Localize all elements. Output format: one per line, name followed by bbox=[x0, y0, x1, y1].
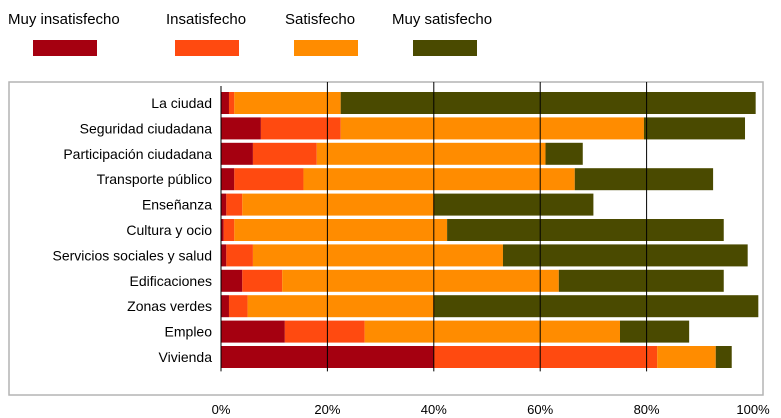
legend-label-insatisfecho: Insatisfecho bbox=[166, 11, 246, 28]
x-tick-60: 60% bbox=[527, 402, 553, 417]
bar-transporte-publico-insatisfecho bbox=[234, 168, 304, 191]
category-label-la-ciudad: La ciudad bbox=[151, 95, 212, 111]
category-label-edificaciones: Edificaciones bbox=[130, 273, 213, 289]
category-label-transporte-publico: Transporte público bbox=[97, 171, 213, 187]
legend-label-muy-satisfecho: Muy satisfecho bbox=[392, 11, 492, 28]
bar-edificaciones-muy-insatisfecho bbox=[221, 269, 243, 292]
x-tick-40: 40% bbox=[421, 402, 447, 417]
bar-ensenanza-muy-satisfecho bbox=[433, 193, 594, 216]
bar-cultura-y-ocio-insatisfecho bbox=[223, 219, 235, 241]
bar-empleo-muy-insatisfecho bbox=[221, 320, 285, 343]
bar-zonas-verdes-muy-insatisfecho bbox=[221, 295, 229, 318]
bar-servicios-sociales-y-salud-muy-satisfecho bbox=[502, 244, 748, 267]
bars bbox=[221, 92, 759, 368]
bar-la-ciudad-muy-satisfecho bbox=[340, 92, 756, 114]
category-label-seguridad-ciudadana: Seguridad ciudadana bbox=[80, 120, 213, 136]
legend-label-satisfecho: Satisfecho bbox=[285, 11, 355, 28]
bar-seguridad-ciudadana-insatisfecho bbox=[260, 117, 341, 140]
category-label-cultura-y-ocio: Cultura y ocio bbox=[126, 222, 212, 238]
bar-zonas-verdes-insatisfecho bbox=[228, 295, 248, 318]
bar-zonas-verdes-muy-satisfecho bbox=[433, 295, 759, 318]
bar-servicios-sociales-y-salud-insatisfecho bbox=[226, 244, 253, 267]
bar-empleo-insatisfecho bbox=[284, 320, 365, 343]
bar-transporte-publico-satisfecho bbox=[303, 168, 575, 191]
legend-swatch-muy-satisfecho bbox=[413, 40, 477, 56]
x-tick-100: 100% bbox=[736, 402, 770, 417]
bar-empleo-muy-satisfecho bbox=[620, 320, 690, 343]
bar-la-ciudad-insatisfecho bbox=[228, 92, 235, 114]
bar-servicios-sociales-y-salud-muy-insatisfecho bbox=[221, 244, 227, 267]
bar-servicios-sociales-y-salud-satisfecho bbox=[252, 244, 503, 267]
bar-seguridad-ciudadana-satisfecho bbox=[340, 117, 644, 140]
bar-cultura-y-ocio-muy-satisfecho bbox=[447, 219, 724, 241]
bar-ensenanza-insatisfecho bbox=[226, 193, 243, 216]
bar-edificaciones-satisfecho bbox=[282, 269, 559, 292]
bar-participacion-ciudadana-insatisfecho bbox=[252, 142, 317, 165]
gridlines bbox=[220, 82, 648, 372]
legend-swatch-muy-insatisfecho bbox=[33, 40, 97, 56]
bar-ensenanza-muy-insatisfecho bbox=[221, 193, 227, 216]
bar-ensenanza-satisfecho bbox=[242, 193, 434, 216]
bar-transporte-publico-muy-insatisfecho bbox=[221, 168, 235, 191]
legend-swatch-satisfecho bbox=[294, 40, 358, 56]
category-labels: La ciudad Seguridad ciudadana Participació… bbox=[52, 95, 212, 365]
bar-vivienda-muy-satisfecho bbox=[715, 346, 732, 368]
bar-edificaciones-insatisfecho bbox=[242, 269, 283, 292]
bar-edificaciones-muy-satisfecho bbox=[558, 269, 724, 292]
bar-la-ciudad-muy-insatisfecho bbox=[221, 92, 229, 114]
bar-empleo-satisfecho bbox=[364, 320, 620, 343]
category-label-vivienda: Vivienda bbox=[159, 349, 213, 365]
bar-cultura-y-ocio-satisfecho bbox=[234, 219, 448, 241]
legend-swatch-insatisfecho bbox=[175, 40, 239, 56]
category-label-empleo: Empleo bbox=[165, 324, 213, 340]
bar-cultura-y-ocio-muy-insatisfecho bbox=[221, 219, 224, 241]
category-label-ensenanza: Enseñanza bbox=[142, 197, 212, 213]
bar-participacion-ciudadana-muy-satisfecho bbox=[545, 142, 583, 165]
category-label-servicios-sociales-y-salud: Servicios sociales y salud bbox=[52, 247, 212, 263]
bar-vivienda-satisfecho bbox=[657, 346, 716, 368]
bar-la-ciudad-satisfecho bbox=[234, 92, 341, 114]
bar-transporte-publico-muy-satisfecho bbox=[574, 168, 714, 191]
legend: Muy insatisfecho Insatisfecho Satisfecho Mu… bbox=[8, 11, 492, 56]
category-label-zonas-verdes: Zonas verdes bbox=[127, 298, 212, 314]
x-tick-20: 20% bbox=[314, 402, 340, 417]
bar-zonas-verdes-satisfecho bbox=[247, 295, 434, 318]
bar-seguridad-ciudadana-muy-satisfecho bbox=[643, 117, 746, 140]
x-tick-labels: 0% 20% 40% 60% 80% 100% bbox=[212, 402, 770, 417]
bar-participacion-ciudadana-satisfecho bbox=[316, 142, 546, 165]
x-tick-0: 0% bbox=[212, 402, 231, 417]
category-label-participacion-ciudadana: Participación ciudadana bbox=[63, 146, 212, 162]
bar-vivienda-insatisfecho bbox=[433, 346, 658, 368]
bar-participacion-ciudadana-muy-insatisfecho bbox=[221, 142, 253, 165]
legend-label-muy-insatisfecho: Muy insatisfecho bbox=[8, 11, 120, 28]
x-tick-80: 80% bbox=[634, 402, 660, 417]
bar-seguridad-ciudadana-muy-insatisfecho bbox=[221, 117, 261, 140]
